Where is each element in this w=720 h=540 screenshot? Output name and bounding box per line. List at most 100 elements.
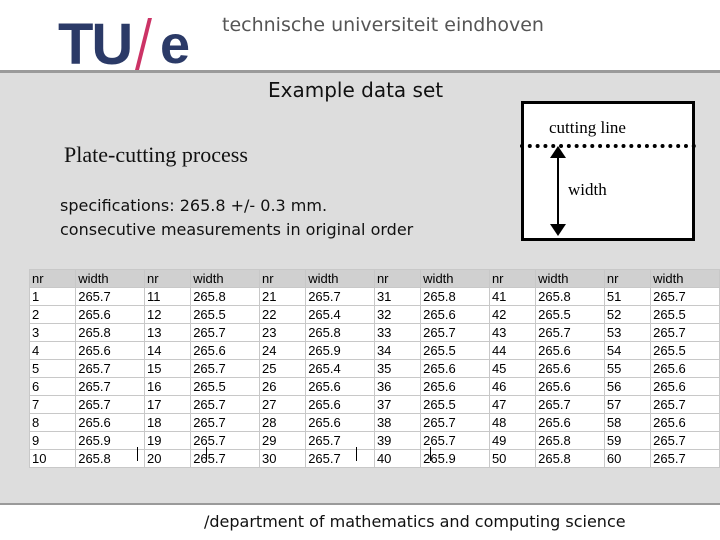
table-row: 10 265.8 20 265.7 30 265.7 40 265.9 50 265.8 60 265… <box>28 449 720 468</box>
arrow-up-icon <box>550 146 566 158</box>
cell-nr: 36 <box>373 377 422 396</box>
cell-width: 265.6 <box>420 377 490 396</box>
cell-nr: 55 <box>603 359 652 378</box>
table-row: 8 265.6 18 265.7 28 265.6 38 265.7 48 265.6 58 265.… <box>28 413 720 432</box>
cell-width: 265.7 <box>420 323 490 342</box>
cell-nr: 34 <box>373 341 422 360</box>
cell-width: 265.8 <box>190 287 260 306</box>
cell-width: 265.4 <box>305 305 375 324</box>
cell-width: 265.9 <box>420 449 490 468</box>
cell-nr: 57 <box>603 395 652 414</box>
cell-width: 265.7 <box>650 323 720 342</box>
cell-nr: 1 <box>28 287 77 306</box>
cell-width: 265.8 <box>420 287 490 306</box>
cell-width: 265.6 <box>75 413 145 432</box>
cell-nr: 31 <box>373 287 422 306</box>
cell-nr: 14 <box>143 341 192 360</box>
cell-nr: 43 <box>488 323 537 342</box>
cell-width: 265.5 <box>650 341 720 360</box>
cell-width: 265.8 <box>305 323 375 342</box>
footer-bar <box>0 505 720 540</box>
header-bar <box>0 0 720 70</box>
cell-width: 265.7 <box>190 431 260 450</box>
cell-nr: 28 <box>258 413 307 432</box>
cell-width: 265.7 <box>75 359 145 378</box>
cell-width: 265.8 <box>75 449 145 468</box>
cell-nr: 49 <box>488 431 537 450</box>
table-row: 5 265.7 15 265.7 25 265.4 35 265.6 45 265.6 55 265.… <box>28 359 720 378</box>
table-row: 9 265.9 19 265.7 29 265.7 39 265.7 49 265.8 59 265.… <box>28 431 720 450</box>
cell-width: 265.6 <box>650 377 720 396</box>
cell-nr: 48 <box>488 413 537 432</box>
cell-width: 265.8 <box>75 323 145 342</box>
cell-width: 265.7 <box>305 287 375 306</box>
column-header-nr: nr <box>143 269 192 288</box>
cell-nr: 35 <box>373 359 422 378</box>
cell-width: 265.9 <box>305 341 375 360</box>
column-header-width: width <box>75 269 145 288</box>
cell-nr: 8 <box>28 413 77 432</box>
footer-divider <box>0 503 720 505</box>
cell-nr: 22 <box>258 305 307 324</box>
cell-width: 265.7 <box>75 287 145 306</box>
cutting-line-label: cutting line <box>549 118 626 137</box>
university-name: technische universiteit eindhoven <box>222 14 544 36</box>
table-header-row: nr width nr width nr width nr width nr width nr wid… <box>28 269 720 288</box>
cell-nr: 58 <box>603 413 652 432</box>
column-header-nr: nr <box>28 269 77 288</box>
cell-width: 265.5 <box>420 341 490 360</box>
cell-nr: 23 <box>258 323 307 342</box>
cell-width: 265.6 <box>305 377 375 396</box>
width-label: width <box>568 180 607 199</box>
cell-nr: 21 <box>258 287 307 306</box>
cell-width: 265.7 <box>650 431 720 450</box>
cell-nr: 2 <box>28 305 77 324</box>
tick-mark <box>430 447 431 461</box>
cell-nr: 53 <box>603 323 652 342</box>
cell-nr: 59 <box>603 431 652 450</box>
table-row: 3 265.8 13 265.7 23 265.8 33 265.7 43 265.7 53 265.… <box>28 323 720 342</box>
column-header-width: width <box>420 269 490 288</box>
cell-nr: 42 <box>488 305 537 324</box>
cell-width: 265.4 <box>305 359 375 378</box>
table-body: 1 265.7 11 265.8 21 265.7 31 265.8 41 265.8 51 265.… <box>28 287 720 468</box>
column-header-width: width <box>535 269 605 288</box>
cell-nr: 37 <box>373 395 422 414</box>
cell-width: 265.7 <box>75 377 145 396</box>
cell-width: 265.5 <box>420 395 490 414</box>
cell-nr: 4 <box>28 341 77 360</box>
cell-width: 265.5 <box>535 305 605 324</box>
cell-nr: 7 <box>28 395 77 414</box>
cell-width: 265.6 <box>650 359 720 378</box>
cell-nr: 26 <box>258 377 307 396</box>
column-header-nr: nr <box>603 269 652 288</box>
cell-nr: 47 <box>488 395 537 414</box>
cell-nr: 60 <box>603 449 652 468</box>
cell-width: 265.5 <box>190 377 260 396</box>
table-row: 7 265.7 17 265.7 27 265.6 37 265.5 47 265.7 57 265.… <box>28 395 720 414</box>
cell-nr: 54 <box>603 341 652 360</box>
cell-nr: 40 <box>373 449 422 468</box>
cell-nr: 11 <box>143 287 192 306</box>
logo-tu: TU <box>58 12 133 77</box>
cell-width: 265.7 <box>650 287 720 306</box>
cell-nr: 5 <box>28 359 77 378</box>
cell-nr: 44 <box>488 341 537 360</box>
slide-subtitle: Plate-cutting process <box>64 142 248 167</box>
column-header-nr: nr <box>258 269 307 288</box>
measurement-order-text: consecutive measurements in original ord… <box>60 220 414 239</box>
cell-width: 265.7 <box>190 359 260 378</box>
column-header-nr: nr <box>373 269 422 288</box>
cell-nr: 25 <box>258 359 307 378</box>
cell-nr: 13 <box>143 323 192 342</box>
cell-width: 265.6 <box>305 395 375 414</box>
cell-width: 265.8 <box>535 287 605 306</box>
cell-width: 265.6 <box>190 341 260 360</box>
header-divider <box>0 70 720 73</box>
plate-diagram <box>521 101 695 241</box>
table-row: 1 265.7 11 265.8 21 265.7 31 265.8 41 265.8 51 265.… <box>28 287 720 306</box>
cell-width: 265.7 <box>190 395 260 414</box>
cell-nr: 6 <box>28 377 77 396</box>
cell-width: 265.8 <box>535 431 605 450</box>
cell-width: 265.6 <box>535 341 605 360</box>
